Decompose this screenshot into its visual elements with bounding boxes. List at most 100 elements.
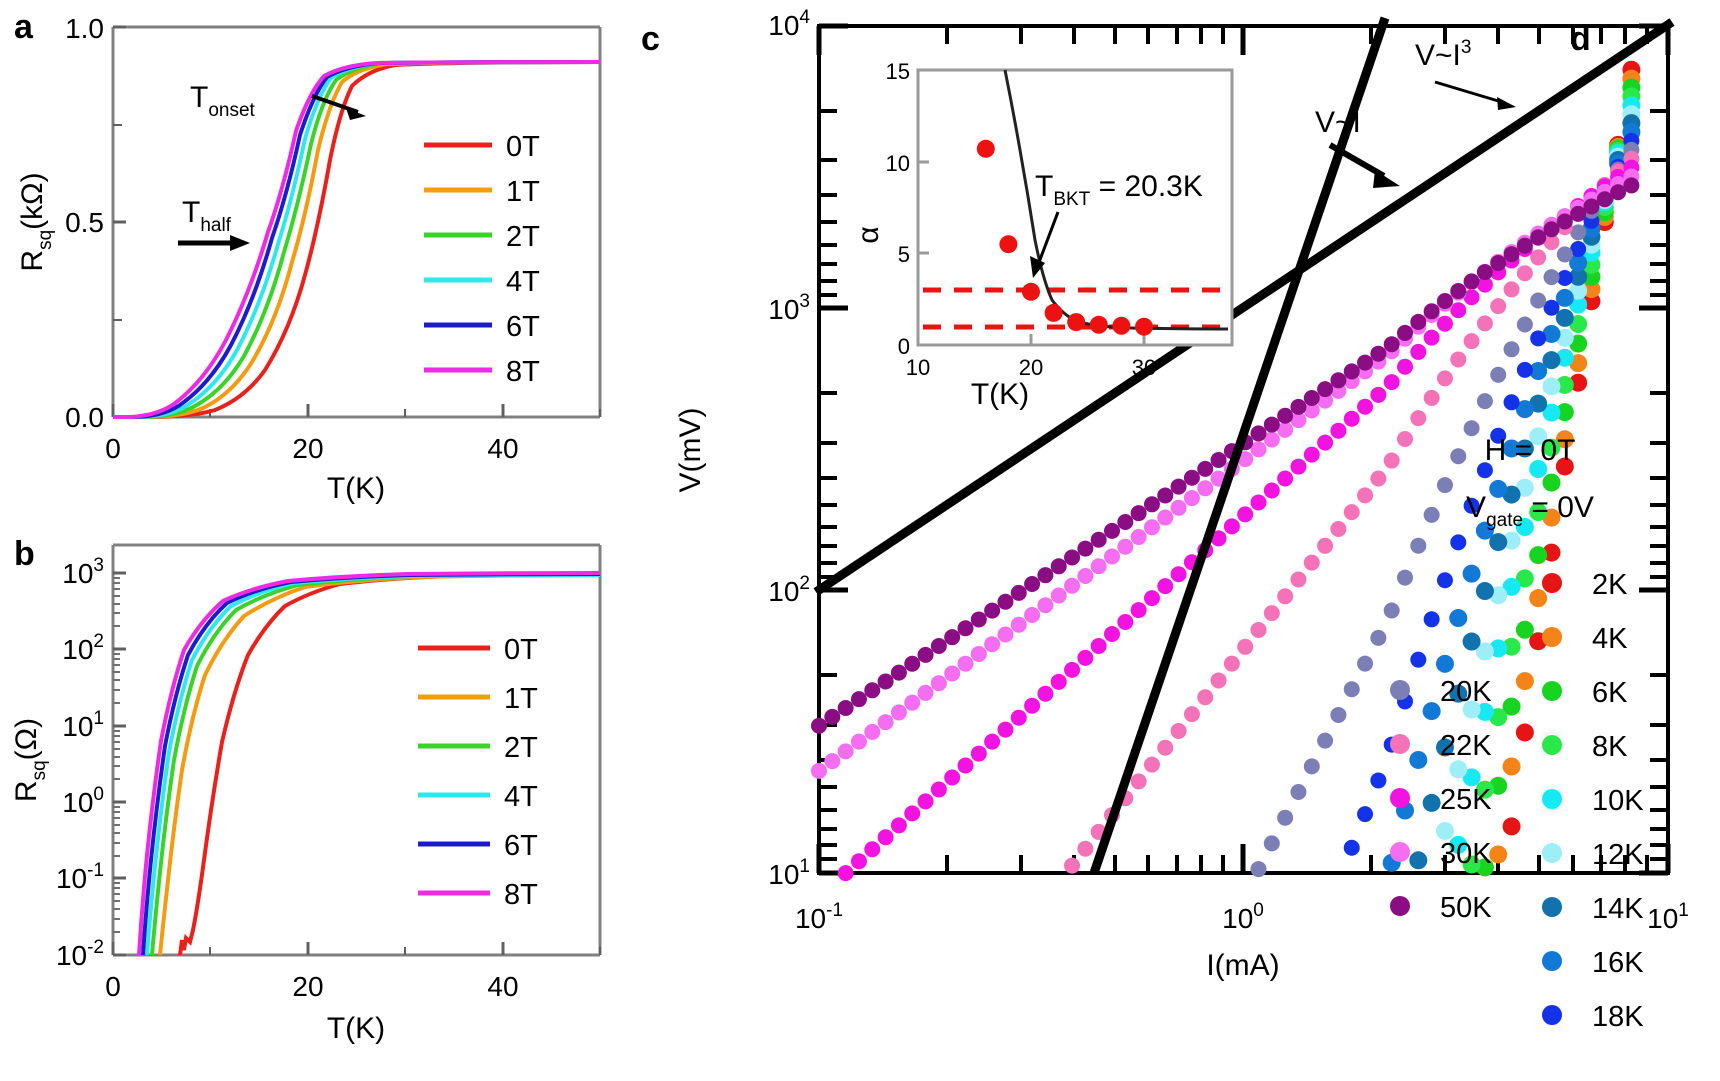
annotation-vi3-label: V~I3 [1415, 37, 1471, 72]
legend-item-4T[interactable]: 4T [424, 266, 540, 298]
legend-b-item-2T[interactable]: 2T [418, 732, 538, 764]
data-point [1516, 237, 1533, 254]
data-point [1277, 407, 1294, 424]
inset-ylabel: α [852, 226, 885, 243]
data-point [970, 611, 987, 628]
data-point [1410, 651, 1427, 668]
data-point [1556, 269, 1573, 286]
legend-label-2T: 2T [506, 221, 540, 253]
data-point [1450, 302, 1467, 319]
data-point [1410, 537, 1427, 554]
data-point [1502, 817, 1521, 836]
data-point [890, 817, 907, 834]
data-point [1237, 506, 1254, 523]
data-point [877, 673, 894, 690]
inset-ytick-0: 0 [898, 334, 910, 359]
legend-item-10K[interactable]: 10K [1542, 785, 1644, 817]
legend-label-4K: 4K [1592, 623, 1628, 655]
panel-a-curves [113, 60, 601, 419]
legend-item-1T[interactable]: 1T [424, 176, 540, 208]
guideline-v-proportional-i [813, 18, 1675, 596]
data-point [1450, 448, 1467, 465]
legend-item-25K[interactable]: 25K [1390, 784, 1492, 816]
panel-d-conditions: H = 0T Vgate = 0V [1466, 434, 1594, 531]
data-point [1104, 548, 1120, 565]
data-point [1024, 576, 1041, 593]
tbkt-arrow-line [1036, 211, 1060, 266]
inset-ytick-5: 5 [898, 242, 910, 267]
data-point [1303, 446, 1320, 463]
legend-item-0T[interactable]: 0T [424, 131, 540, 163]
inset-point [976, 139, 995, 158]
data-point [1090, 558, 1107, 575]
legend-item-18K[interactable]: 18K [1542, 1001, 1644, 1033]
legend-item-6K[interactable]: 6K [1542, 677, 1628, 709]
data-point [957, 655, 974, 672]
data-point [1502, 757, 1521, 776]
legend-item-16K[interactable]: 16K [1542, 947, 1644, 979]
data-point [930, 781, 947, 798]
data-point [917, 646, 934, 663]
panel-cd-xticks-minor [945, 26, 1649, 873]
legend-item-50K[interactable]: 50K [1390, 892, 1492, 924]
panel-a-ytick-2: 1.0 [65, 13, 104, 44]
legend-item-22K[interactable]: 22K [1390, 730, 1492, 762]
data-point [850, 853, 867, 870]
legend-item-6T[interactable]: 6T [424, 311, 540, 343]
legend-item-4K[interactable]: 4K [1542, 623, 1628, 655]
data-point [1530, 229, 1547, 246]
legend-b-item-1T[interactable]: 1T [418, 683, 538, 715]
legend-item-14K[interactable]: 14K [1542, 893, 1644, 925]
data-point [1290, 784, 1307, 801]
data-point [1542, 473, 1561, 492]
inset-xtick-20: 20 [1019, 355, 1043, 380]
legend-b-item-6T[interactable]: 6T [418, 830, 538, 862]
guideline-v-proportional-i-cubed [1089, 16, 1390, 875]
legend-label-20K: 20K [1440, 676, 1492, 708]
panel-d-legend-col2: 2K 4K 6K 8K 10K 12K 14K 16K 18K [1542, 569, 1644, 1033]
data-point [1183, 469, 1200, 486]
vi-arrow-head [1373, 170, 1400, 188]
data-point [1529, 427, 1548, 446]
legend-item-2K[interactable]: 2K [1542, 569, 1628, 601]
data-point [917, 684, 934, 701]
legend-marker-18K [1542, 1005, 1562, 1025]
data-point [1303, 402, 1320, 419]
legend-item-2T[interactable]: 2T [424, 221, 540, 253]
data-point [1383, 602, 1400, 619]
inset-ticks [916, 68, 1146, 347]
legend-b-item-8T[interactable]: 8T [418, 879, 538, 911]
legend-item-8T[interactable]: 8T [424, 356, 540, 388]
data-point [1555, 288, 1574, 307]
legend-b-item-4T[interactable]: 4T [418, 781, 538, 813]
data-point [1143, 519, 1160, 536]
data-point [1117, 514, 1134, 531]
data-point [1462, 700, 1481, 719]
legend-marker-4K [1542, 627, 1562, 647]
legend-label-4T: 4T [506, 266, 540, 298]
panel-a: a 0.0 0.5 1.0 0 20 [14, 8, 602, 505]
panel-b-xtick-0: 0 [105, 971, 121, 1002]
data-point [1503, 394, 1520, 411]
legend-item-12K[interactable]: 12K [1542, 839, 1644, 871]
legend-item-30K[interactable]: 30K [1390, 838, 1492, 870]
data-point [1090, 531, 1107, 548]
panel-a-ylabel-main: R [16, 250, 49, 272]
panel-a-legend: 0T 1T 2T 4T 6T 8T [424, 131, 540, 388]
data-point [1037, 685, 1054, 702]
data-point [1263, 416, 1280, 433]
data-point [1104, 625, 1120, 642]
data-point [997, 721, 1014, 738]
tbkt-arrow-head [1030, 256, 1045, 278]
data-point [1570, 241, 1587, 258]
data-point [1502, 697, 1521, 716]
data-point [1197, 480, 1214, 497]
legend-marker-8K [1542, 735, 1562, 755]
inset-ytick-15: 15 [886, 59, 910, 84]
legend-b-item-0T[interactable]: 0T [418, 634, 538, 666]
data-point [1516, 361, 1533, 378]
legend-item-8K[interactable]: 8K [1542, 731, 1628, 763]
data-point [1290, 412, 1307, 429]
data-point [1515, 400, 1534, 419]
legend-item-20K[interactable]: 20K [1390, 676, 1492, 708]
